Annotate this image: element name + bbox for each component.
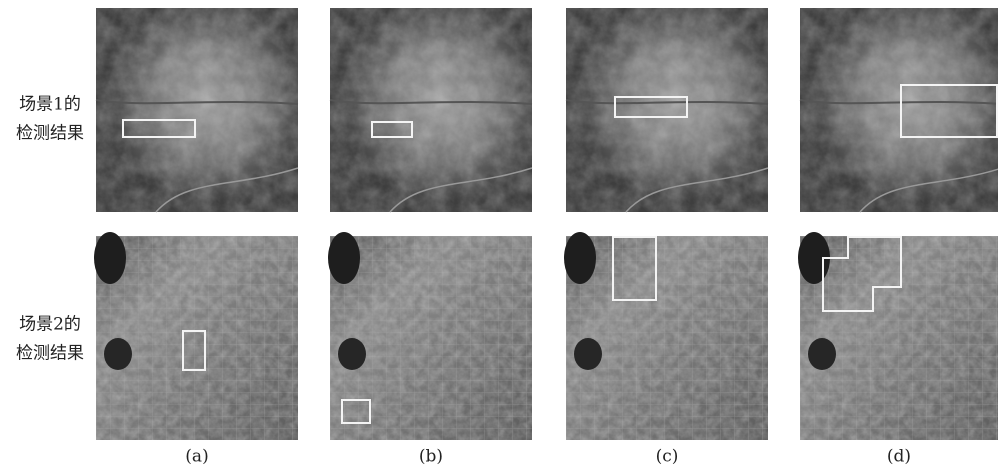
detection-box	[822, 236, 902, 312]
image	[96, 8, 298, 212]
row-label: 场景1的	[19, 95, 81, 115]
column-label: (c)	[656, 447, 679, 467]
column-labels: (a) (b) (c) (d)	[185, 447, 911, 467]
detection-boxes	[122, 84, 998, 424]
image-grid	[94, 8, 998, 440]
image	[328, 232, 532, 440]
image	[800, 8, 998, 212]
image	[798, 232, 998, 440]
detection-box	[371, 121, 413, 138]
image	[94, 232, 298, 440]
row-label: 检测结果	[16, 124, 84, 144]
detection-box	[900, 84, 998, 138]
column-label: (a)	[185, 447, 208, 467]
detection-box	[182, 330, 206, 371]
detection-box	[122, 119, 196, 138]
row-labels: 场景1的 检测结果 场景2的 检测结果	[16, 95, 84, 364]
column-label: (d)	[887, 447, 911, 467]
detection-box	[614, 96, 688, 118]
image	[566, 8, 768, 212]
row-label: 检测结果	[16, 344, 84, 364]
detection-box	[612, 236, 657, 301]
image	[564, 232, 768, 440]
column-label: (b)	[419, 447, 443, 467]
detection-box	[341, 399, 371, 424]
image	[330, 8, 532, 212]
row-label: 场景2的	[19, 315, 81, 335]
